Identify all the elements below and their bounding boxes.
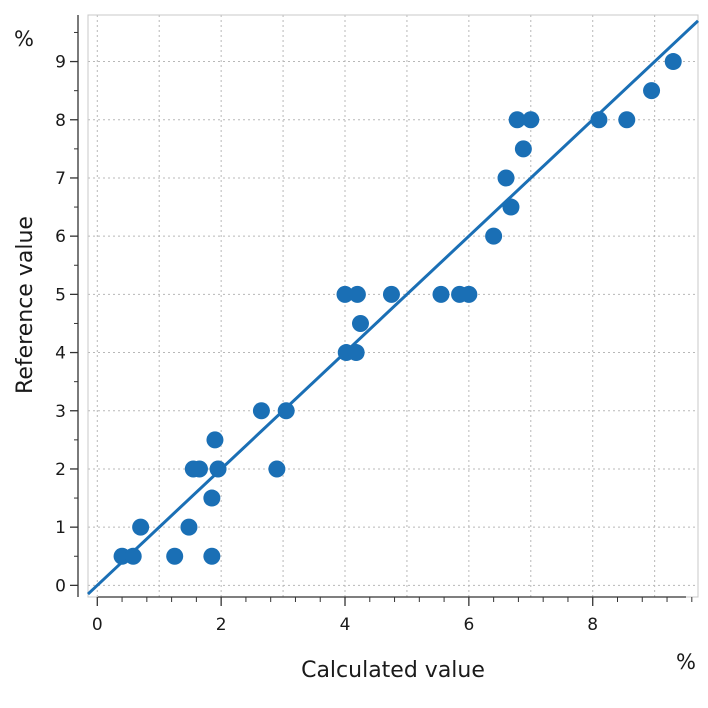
- data-point: [124, 547, 142, 565]
- data-point: [432, 285, 450, 303]
- data-point: [190, 460, 208, 478]
- data-point: [347, 344, 365, 362]
- y-tick-label: 2: [55, 460, 66, 480]
- x-tick-label: 2: [216, 615, 227, 635]
- data-point: [252, 402, 270, 420]
- y-tick-label: 0: [55, 576, 66, 596]
- data-point: [485, 227, 503, 245]
- data-point: [206, 431, 224, 449]
- data-point: [643, 82, 661, 100]
- y-tick-label: 8: [55, 111, 66, 131]
- data-point: [336, 285, 354, 303]
- data-point: [382, 285, 400, 303]
- data-point: [664, 53, 682, 71]
- data-point: [268, 460, 286, 478]
- data-point: [203, 489, 221, 507]
- y-tick-label: 1: [55, 518, 66, 538]
- x-tick-label: 6: [463, 615, 474, 635]
- y-tick-label: 6: [55, 227, 66, 247]
- x-tick-label: 8: [587, 615, 598, 635]
- fit-line-layer: [86, 19, 700, 596]
- data-point: [132, 518, 150, 536]
- data-point: [180, 518, 198, 536]
- y-axis-title: Reference value: [13, 216, 38, 394]
- points-layer: [113, 53, 682, 565]
- data-point: [508, 111, 526, 129]
- data-point: [502, 198, 520, 216]
- fit-line: [86, 19, 700, 596]
- x-unit-label: %: [676, 650, 696, 674]
- y-tick-label: 9: [55, 53, 66, 73]
- y-unit-label: %: [14, 27, 34, 51]
- data-point: [166, 547, 184, 565]
- data-point: [351, 314, 369, 332]
- data-point: [497, 169, 515, 187]
- data-point: [618, 111, 636, 129]
- x-tick-label: 0: [92, 615, 103, 635]
- data-point: [277, 402, 295, 420]
- data-point: [590, 111, 608, 129]
- data-point: [514, 140, 532, 158]
- y-tick-label: 3: [55, 402, 66, 422]
- data-point: [203, 547, 221, 565]
- data-point: [209, 460, 227, 478]
- x-axis-title: Calculated value: [301, 658, 485, 683]
- axes: 0 1 2 3 4 5 6 7 8 9 0 2 4 6 8: [55, 15, 693, 635]
- y-tick-label: 5: [55, 285, 66, 305]
- y-tick-label: 7: [55, 169, 66, 189]
- data-point: [348, 285, 366, 303]
- y-tick-label: 4: [55, 344, 66, 364]
- x-tick-label: 4: [340, 615, 351, 635]
- data-point: [522, 111, 540, 129]
- data-point: [460, 285, 478, 303]
